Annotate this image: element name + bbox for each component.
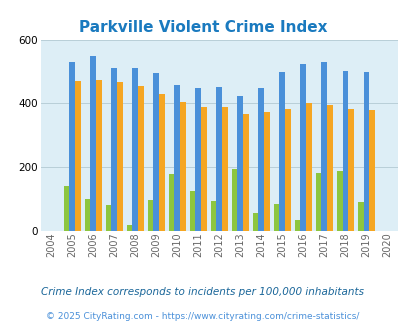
Bar — [264, 112, 269, 231]
Text: Crime Index corresponds to incidents per 100,000 inhabitants: Crime Index corresponds to incidents per… — [41, 287, 364, 297]
Bar — [132, 68, 138, 231]
Bar — [305, 103, 311, 231]
Bar — [362, 73, 368, 231]
Bar — [179, 102, 185, 231]
Bar — [117, 82, 122, 231]
Bar — [279, 72, 284, 231]
Bar — [258, 88, 264, 231]
Bar — [195, 88, 200, 231]
Text: Parkville Violent Crime Index: Parkville Violent Crime Index — [79, 20, 326, 35]
Bar — [105, 206, 111, 231]
Bar — [252, 214, 258, 231]
Bar — [69, 62, 75, 231]
Bar — [294, 220, 300, 231]
Bar — [284, 109, 290, 231]
Bar — [321, 62, 326, 231]
Bar — [336, 171, 342, 231]
Bar — [153, 73, 159, 231]
Bar — [147, 200, 153, 231]
Bar — [126, 225, 132, 231]
Bar — [315, 173, 321, 231]
Bar — [222, 107, 227, 231]
Bar — [342, 71, 347, 231]
Bar — [111, 68, 117, 231]
Bar — [210, 201, 216, 231]
Bar — [357, 202, 362, 231]
Bar — [216, 87, 222, 231]
Bar — [368, 110, 374, 231]
Bar — [168, 174, 174, 231]
Bar — [84, 199, 90, 231]
Bar — [138, 85, 143, 231]
Bar — [326, 105, 332, 231]
Text: © 2025 CityRating.com - https://www.cityrating.com/crime-statistics/: © 2025 CityRating.com - https://www.city… — [46, 312, 359, 321]
Bar — [174, 85, 179, 231]
Bar — [90, 56, 96, 231]
Bar — [300, 63, 305, 231]
Bar — [347, 109, 353, 231]
Bar — [75, 82, 81, 231]
Bar — [243, 114, 248, 231]
Bar — [159, 94, 164, 231]
Bar — [237, 96, 243, 231]
Bar — [231, 169, 237, 231]
Bar — [189, 191, 195, 231]
Bar — [200, 107, 206, 231]
Bar — [64, 186, 69, 231]
Bar — [273, 204, 279, 231]
Bar — [96, 80, 101, 231]
